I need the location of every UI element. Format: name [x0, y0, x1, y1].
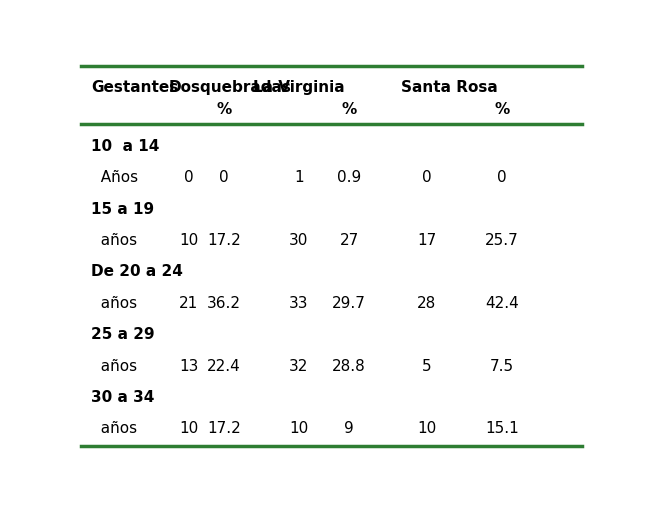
Text: 10: 10 [417, 421, 437, 435]
Text: 0: 0 [498, 170, 507, 185]
Text: 36.2: 36.2 [207, 295, 241, 310]
Text: 30 a 34: 30 a 34 [91, 389, 154, 404]
Text: 15.1: 15.1 [485, 421, 519, 435]
Text: 10: 10 [289, 421, 309, 435]
Text: 0: 0 [422, 170, 432, 185]
Text: 17: 17 [417, 233, 437, 247]
Text: La Virginia: La Virginia [253, 80, 345, 95]
Text: Gestantes: Gestantes [91, 80, 178, 95]
Text: 0: 0 [219, 170, 228, 185]
Text: años: años [91, 233, 137, 247]
Text: 25.7: 25.7 [485, 233, 519, 247]
Text: 15 a 19: 15 a 19 [91, 201, 154, 216]
Text: 0: 0 [184, 170, 193, 185]
Text: 32: 32 [289, 358, 309, 373]
Text: %: % [342, 102, 356, 117]
Text: 0.9: 0.9 [337, 170, 361, 185]
Text: 9: 9 [344, 421, 354, 435]
Text: 17.2: 17.2 [207, 421, 241, 435]
Text: años: años [91, 421, 137, 435]
Text: 17.2: 17.2 [207, 233, 241, 247]
Text: 29.7: 29.7 [332, 295, 366, 310]
Text: 22.4: 22.4 [207, 358, 241, 373]
Text: años: años [91, 358, 137, 373]
Text: 13: 13 [179, 358, 199, 373]
Text: 25 a 29: 25 a 29 [91, 327, 155, 341]
Text: 5: 5 [422, 358, 432, 373]
Text: De 20 a 24: De 20 a 24 [91, 264, 183, 279]
Text: %: % [494, 102, 510, 117]
Text: 10: 10 [179, 233, 199, 247]
Text: 33: 33 [289, 295, 309, 310]
Text: 10  a 14: 10 a 14 [91, 139, 159, 154]
Text: 28: 28 [417, 295, 437, 310]
Text: años: años [91, 295, 137, 310]
Text: 7.5: 7.5 [490, 358, 514, 373]
Text: 1: 1 [294, 170, 304, 185]
Text: 10: 10 [179, 421, 199, 435]
Text: Dosquebradas: Dosquebradas [169, 80, 292, 95]
Text: 42.4: 42.4 [485, 295, 519, 310]
Text: 28.8: 28.8 [333, 358, 366, 373]
Text: 27: 27 [340, 233, 359, 247]
Text: 21: 21 [179, 295, 199, 310]
Text: Santa Rosa: Santa Rosa [401, 80, 498, 95]
Text: Años: Años [91, 170, 138, 185]
Text: 30: 30 [289, 233, 309, 247]
Text: %: % [216, 102, 232, 117]
